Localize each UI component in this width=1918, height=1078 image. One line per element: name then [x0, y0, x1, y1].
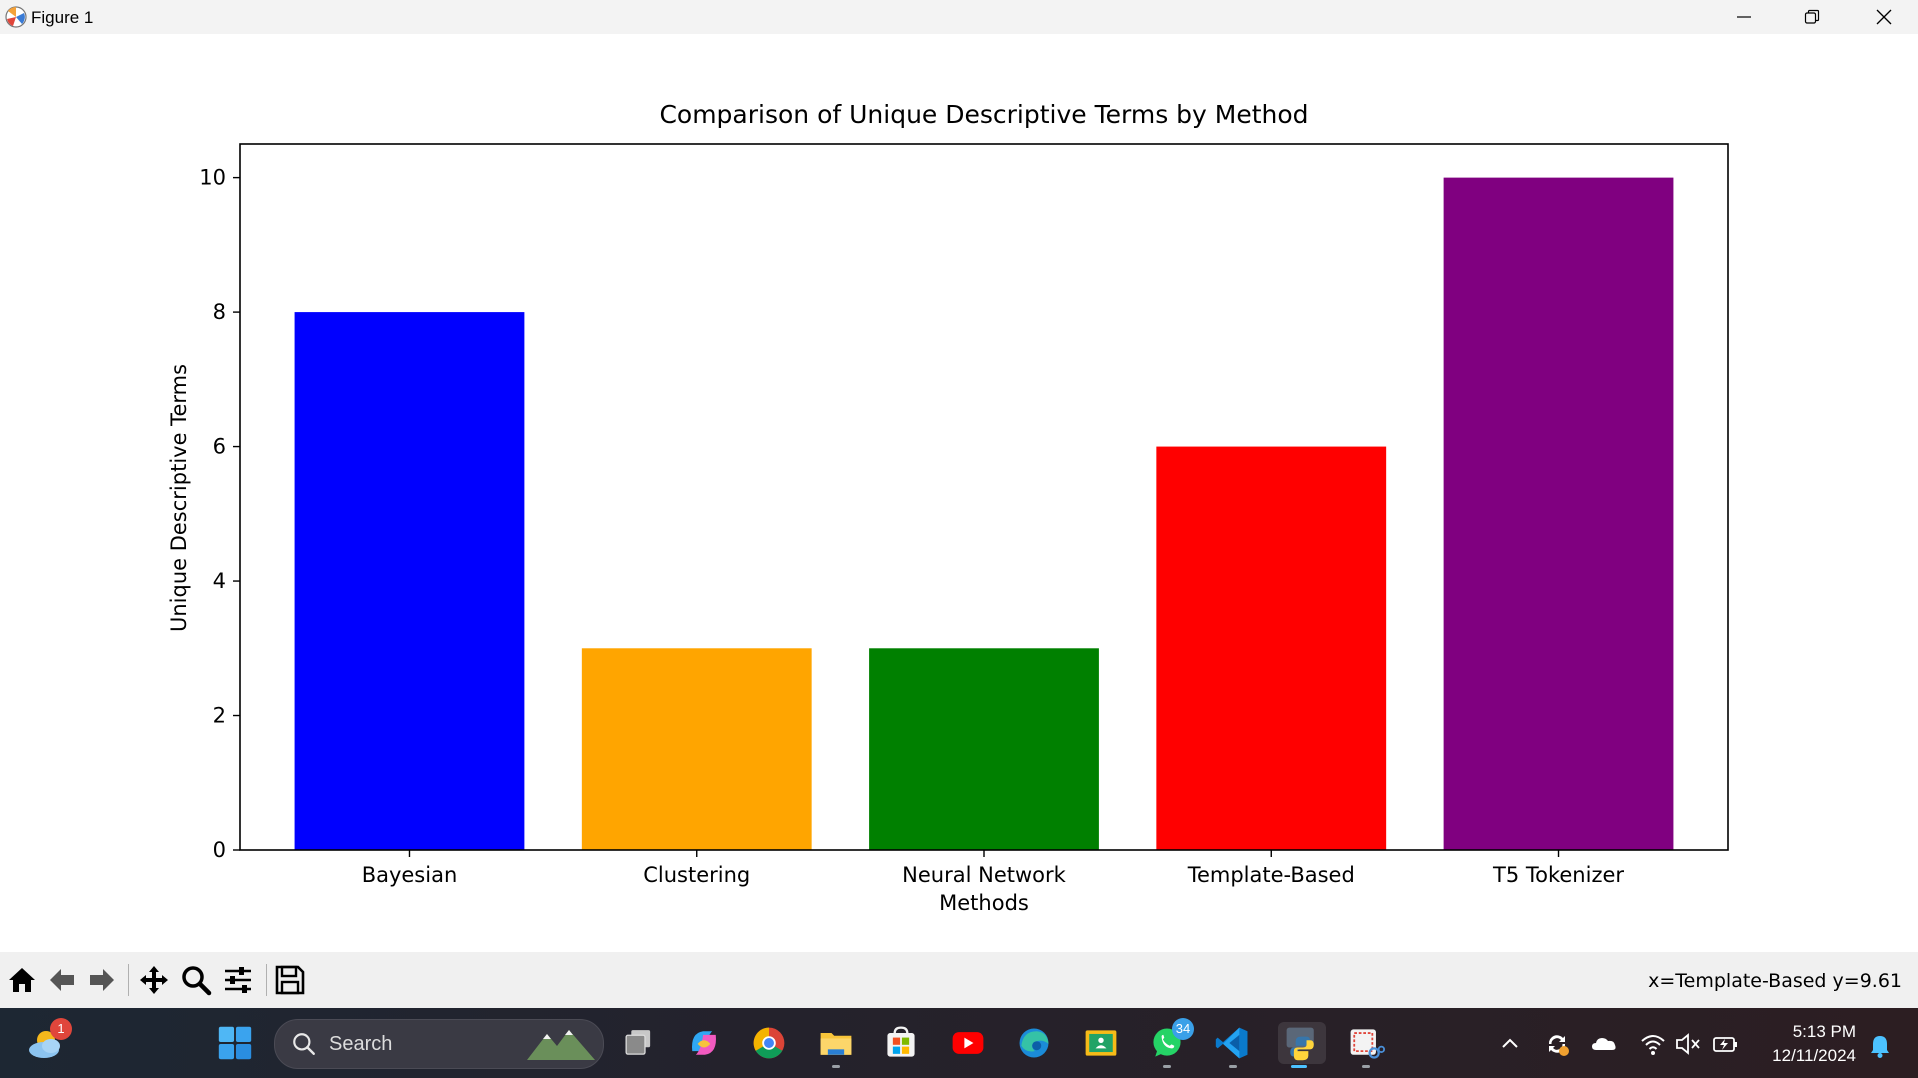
x-tick-label: Neural Network Methods	[902, 863, 1066, 915]
running-indicator	[1229, 1065, 1237, 1068]
chrome-icon	[753, 1027, 785, 1059]
mountain-highlight-icon	[527, 1030, 595, 1060]
home-icon	[9, 968, 35, 992]
volume-muted-icon[interactable]	[1674, 1030, 1702, 1058]
window-titlebar: Figure 1	[0, 0, 1918, 34]
y-tick-label: 6	[213, 435, 226, 459]
cursor-coordinates: x=Template-Based y=9.61	[1648, 970, 1902, 992]
weather-icon	[29, 1031, 60, 1058]
x-tick-label: Template-Based	[1187, 863, 1355, 887]
save-button[interactable]	[272, 962, 308, 998]
configure-subplots-button[interactable]	[220, 962, 256, 998]
taskbar-app-file-explorer[interactable]	[815, 1022, 857, 1068]
bar-2	[581, 648, 812, 850]
close-button[interactable]	[1850, 0, 1918, 34]
save-icon	[275, 965, 305, 995]
taskbar-app-whatsapp[interactable]: 34	[1146, 1018, 1194, 1068]
y-tick-label: 2	[213, 704, 226, 728]
vscode-icon	[1215, 1027, 1248, 1059]
taskbar-app-youtube[interactable]	[947, 1022, 989, 1064]
y-axis-label: Unique Descriptive Terms	[167, 364, 191, 632]
home-button[interactable]	[4, 962, 40, 998]
google-classroom-icon	[1085, 1030, 1117, 1056]
clock-time: 5:13 PM	[1792, 1022, 1856, 1041]
python-icon	[1286, 1027, 1314, 1061]
forward-icon	[90, 969, 114, 991]
zoom-button[interactable]	[178, 962, 214, 998]
wifi-icon[interactable]	[1639, 1030, 1667, 1058]
weather-widget[interactable]: 1	[24, 1018, 72, 1064]
whatsapp-badge: 34	[1172, 1018, 1194, 1040]
bar-1	[294, 312, 525, 851]
close-icon	[1876, 9, 1892, 25]
running-indicator	[1362, 1065, 1370, 1068]
bar-5	[1443, 177, 1674, 851]
x-tick-label: Clustering	[643, 863, 750, 887]
youtube-icon	[952, 1032, 984, 1054]
toolbar-separator	[128, 964, 129, 996]
minimize-icon	[1737, 16, 1751, 18]
taskbar-app-chrome[interactable]	[748, 1022, 790, 1064]
show-hidden-icons-chevron-icon[interactable]	[1496, 1030, 1524, 1058]
pan-button[interactable]	[136, 962, 172, 998]
restore-button[interactable]	[1778, 0, 1846, 34]
x-tick-label: T5 Tokenizer	[1492, 863, 1624, 887]
axes-frame	[239, 143, 1729, 851]
x-tick-label: Bayesian	[362, 863, 458, 887]
y-tick-label: 0	[213, 838, 226, 862]
taskbar-app-python[interactable]	[1278, 1022, 1326, 1068]
notification-bell-icon[interactable]	[1866, 1032, 1894, 1060]
file-explorer-icon	[820, 1033, 852, 1055]
taskbar-app-snipping-tool[interactable]	[1345, 1022, 1387, 1068]
active-indicator	[1291, 1065, 1307, 1068]
taskbar-app-store[interactable]	[880, 1022, 922, 1064]
running-indicator	[832, 1065, 840, 1068]
system-clock[interactable]: 5:13 PM 12/11/2024	[1772, 1020, 1856, 1068]
search-icon	[293, 1033, 315, 1055]
minimize-button[interactable]	[1710, 0, 1778, 34]
running-indicator	[1163, 1065, 1171, 1068]
snipping-tool-icon	[1350, 1029, 1385, 1059]
task-view-button[interactable]	[618, 1022, 660, 1064]
y-tick-label: 10	[199, 166, 226, 190]
taskbar-app-vscode[interactable]	[1212, 1022, 1254, 1068]
windows-taskbar: 1 Search	[0, 1008, 1918, 1078]
search-label: Search	[329, 1033, 393, 1055]
sync-icon[interactable]	[1543, 1030, 1571, 1058]
clock-date: 12/11/2024	[1772, 1046, 1856, 1065]
microsoft-store-icon	[887, 1026, 915, 1057]
bar-chart: Comparison of Unique Descriptive Terms b…	[167, 100, 1729, 915]
task-view-icon	[625, 1030, 651, 1055]
battery-charging-icon[interactable]	[1711, 1030, 1739, 1058]
onedrive-cloud-icon[interactable]	[1590, 1030, 1618, 1058]
weather-badge: 1	[50, 1018, 72, 1040]
zoom-icon	[182, 966, 212, 996]
forward-button[interactable]	[84, 962, 120, 998]
pan-icon	[140, 966, 168, 994]
back-button[interactable]	[44, 962, 80, 998]
edge-icon	[1019, 1028, 1049, 1058]
window-title: Figure 1	[31, 8, 94, 27]
start-button[interactable]	[214, 1022, 256, 1064]
taskbar-app-classroom[interactable]	[1080, 1022, 1122, 1064]
windows-start-icon	[218, 1026, 252, 1060]
bar-4	[1156, 446, 1387, 850]
chart-title: Comparison of Unique Descriptive Terms b…	[659, 100, 1308, 129]
copilot-icon	[692, 1031, 716, 1055]
figure-canvas[interactable]: Comparison of Unique Descriptive Terms b…	[0, 34, 1918, 952]
bar-3	[869, 648, 1099, 850]
toolbar-separator	[266, 964, 267, 996]
y-tick-label: 8	[213, 300, 226, 324]
matplotlib-app-icon	[4, 5, 28, 29]
restore-icon	[1804, 9, 1820, 24]
navigation-toolbar: x=Template-Based y=9.61	[0, 952, 1918, 1008]
taskbar-app-edge[interactable]	[1013, 1022, 1055, 1064]
configure-icon	[225, 967, 251, 993]
y-tick-label: 4	[213, 569, 226, 593]
taskbar-search[interactable]: Search	[274, 1019, 604, 1069]
back-icon	[50, 969, 74, 991]
taskbar-app-copilot[interactable]	[683, 1022, 725, 1064]
